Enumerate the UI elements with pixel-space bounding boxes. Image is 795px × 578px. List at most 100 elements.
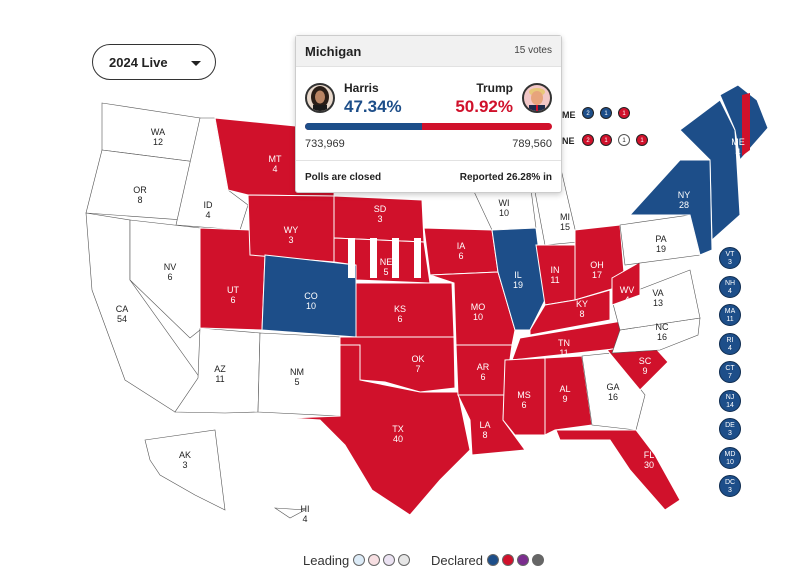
state-tooltip: Michigan 15 votes Harris 47.34% Trump 50… [295, 35, 562, 193]
state-ev-ga: 16 [608, 392, 618, 402]
small-state-abbr: NJ [725, 393, 735, 401]
map-legend: Leading Declared [303, 553, 547, 568]
state-shapes [85, 84, 769, 519]
state-ev-ms: 6 [521, 400, 526, 410]
district-dot-ne[interactable]: 2 [582, 134, 594, 146]
state-abbr-az: AZ [214, 364, 226, 374]
state-abbr-mo: MO [471, 302, 486, 312]
state-abbr-ny: NY [678, 190, 691, 200]
small-state-ev: 3 [728, 487, 732, 494]
state-hi[interactable] [273, 507, 307, 519]
state-ev-in: 11 [550, 275, 559, 285]
legend-leading-swatches [352, 553, 413, 568]
state-abbr-ne: NE [380, 257, 393, 267]
trump-portrait-icon [529, 88, 545, 111]
state-tx[interactable] [289, 344, 471, 516]
dem-percent: 47.34% [344, 97, 402, 116]
state-abbr-mt: MT [269, 154, 282, 164]
state-al[interactable] [544, 355, 593, 436]
district-dot-ne[interactable]: 1 [636, 134, 648, 146]
state-ev-ks: 6 [397, 314, 402, 324]
state-ev-ak: 3 [182, 460, 187, 470]
state-abbr-ks: KS [394, 304, 406, 314]
small-state-ma[interactable]: MA 11 [719, 304, 741, 326]
state-ms[interactable] [502, 357, 546, 436]
state-abbr-sd: SD [374, 204, 387, 214]
small-state-ri[interactable]: RI 4 [719, 332, 741, 355]
state-abbr-nc: NC [656, 322, 669, 332]
small-state-abbr: NH [724, 279, 736, 287]
vote-share-bar [305, 123, 552, 130]
state-abbr-fl: FL [644, 450, 655, 460]
state-ev-ut: 6 [230, 295, 235, 305]
state-abbr-ia: IA [457, 241, 466, 251]
year-dropdown[interactable]: 2024 Live [92, 44, 216, 80]
harris-avatar [305, 83, 335, 113]
state-ev-nv: 6 [167, 272, 172, 282]
small-state-dc[interactable]: DC 3 [719, 475, 741, 497]
small-state-ev: 11 [726, 316, 734, 323]
state-abbr-va: VA [652, 288, 663, 298]
leading-swatch [352, 554, 365, 566]
district-dot-me[interactable]: 1 [618, 107, 630, 119]
small-state-ev: 4 [728, 287, 732, 295]
state-abbr-co: CO [304, 291, 318, 301]
state-wv[interactable] [611, 261, 641, 306]
small-state-ev: 3 [728, 430, 732, 437]
nebraska-stripe [392, 238, 399, 278]
state-ny[interactable] [628, 159, 713, 256]
small-state-ev: 3 [728, 259, 732, 266]
district-dot-ne[interactable]: 1 [600, 134, 612, 146]
nebraska-stripe [370, 238, 377, 278]
leading-swatch [397, 554, 410, 566]
state-ak[interactable] [144, 429, 226, 511]
state-ev-ky: 8 [579, 309, 584, 319]
state-ky[interactable] [529, 289, 611, 336]
state-va[interactable] [611, 269, 701, 331]
state-ev-oh: 17 [592, 270, 602, 280]
small-state-vt[interactable]: VT 3 [719, 247, 741, 269]
dem-candidate-name: Harris [344, 81, 379, 95]
state-abbr-hi: HI [301, 504, 310, 514]
state-abbr-pa: PA [655, 234, 666, 244]
state-abbr-ky: KY [576, 299, 588, 309]
state-abbr-tx: TX [392, 424, 404, 434]
district-dot-me[interactable]: 1 [600, 107, 612, 119]
state-ev-me: 4 [735, 147, 740, 157]
state-ne[interactable] [333, 237, 431, 284]
state-ev-or: 8 [137, 195, 142, 205]
small-state-nj[interactable]: NJ 14 [719, 389, 741, 412]
state-fl[interactable] [555, 429, 681, 511]
state-ev-va: 13 [653, 298, 663, 308]
state-ga[interactable] [581, 352, 646, 431]
state-nv[interactable] [129, 219, 201, 339]
state-ev-co: 10 [306, 301, 316, 311]
state-abbr-oh: OH [590, 260, 604, 270]
legend-leading-label: Leading [303, 553, 350, 568]
district-dot-me[interactable]: 2 [582, 107, 594, 119]
state-abbr-ga: GA [606, 382, 619, 392]
state-ev-az: 11 [215, 374, 224, 384]
state-abbr-al: AL [559, 384, 570, 394]
small-state-ev: 14 [726, 401, 734, 409]
small-state-ct[interactable]: CT 7 [719, 361, 741, 383]
small-state-de[interactable]: DE 3 [719, 418, 741, 440]
state-abbr-ak: AK [179, 450, 191, 460]
state-ev-id: 4 [205, 210, 210, 220]
state-ev-fl: 30 [644, 460, 654, 470]
leading-swatch [382, 554, 395, 566]
small-state-nh[interactable]: NH 4 [719, 275, 741, 298]
state-abbr-nv: NV [164, 262, 177, 272]
district-label-ne: NE [562, 136, 575, 146]
state-abbr-mi: MI [560, 212, 570, 222]
state-ev-pa: 19 [656, 244, 666, 254]
reporting-status: Reported 26.28% in [459, 172, 552, 183]
small-state-md[interactable]: MD 10 [719, 446, 741, 469]
legend-declared-label: Declared [430, 553, 483, 568]
trump-avatar [522, 83, 552, 113]
state-ev-al: 9 [562, 394, 567, 404]
district-dot-ne[interactable]: 1 [618, 134, 630, 146]
state-ev-la: 8 [482, 430, 487, 440]
state-labels: WA12OR8CA54ID4NV6AZ11UT6MT4WY3CO10NM5SD3… [116, 127, 745, 524]
tooltip-electoral-votes: 15 votes [514, 45, 552, 56]
